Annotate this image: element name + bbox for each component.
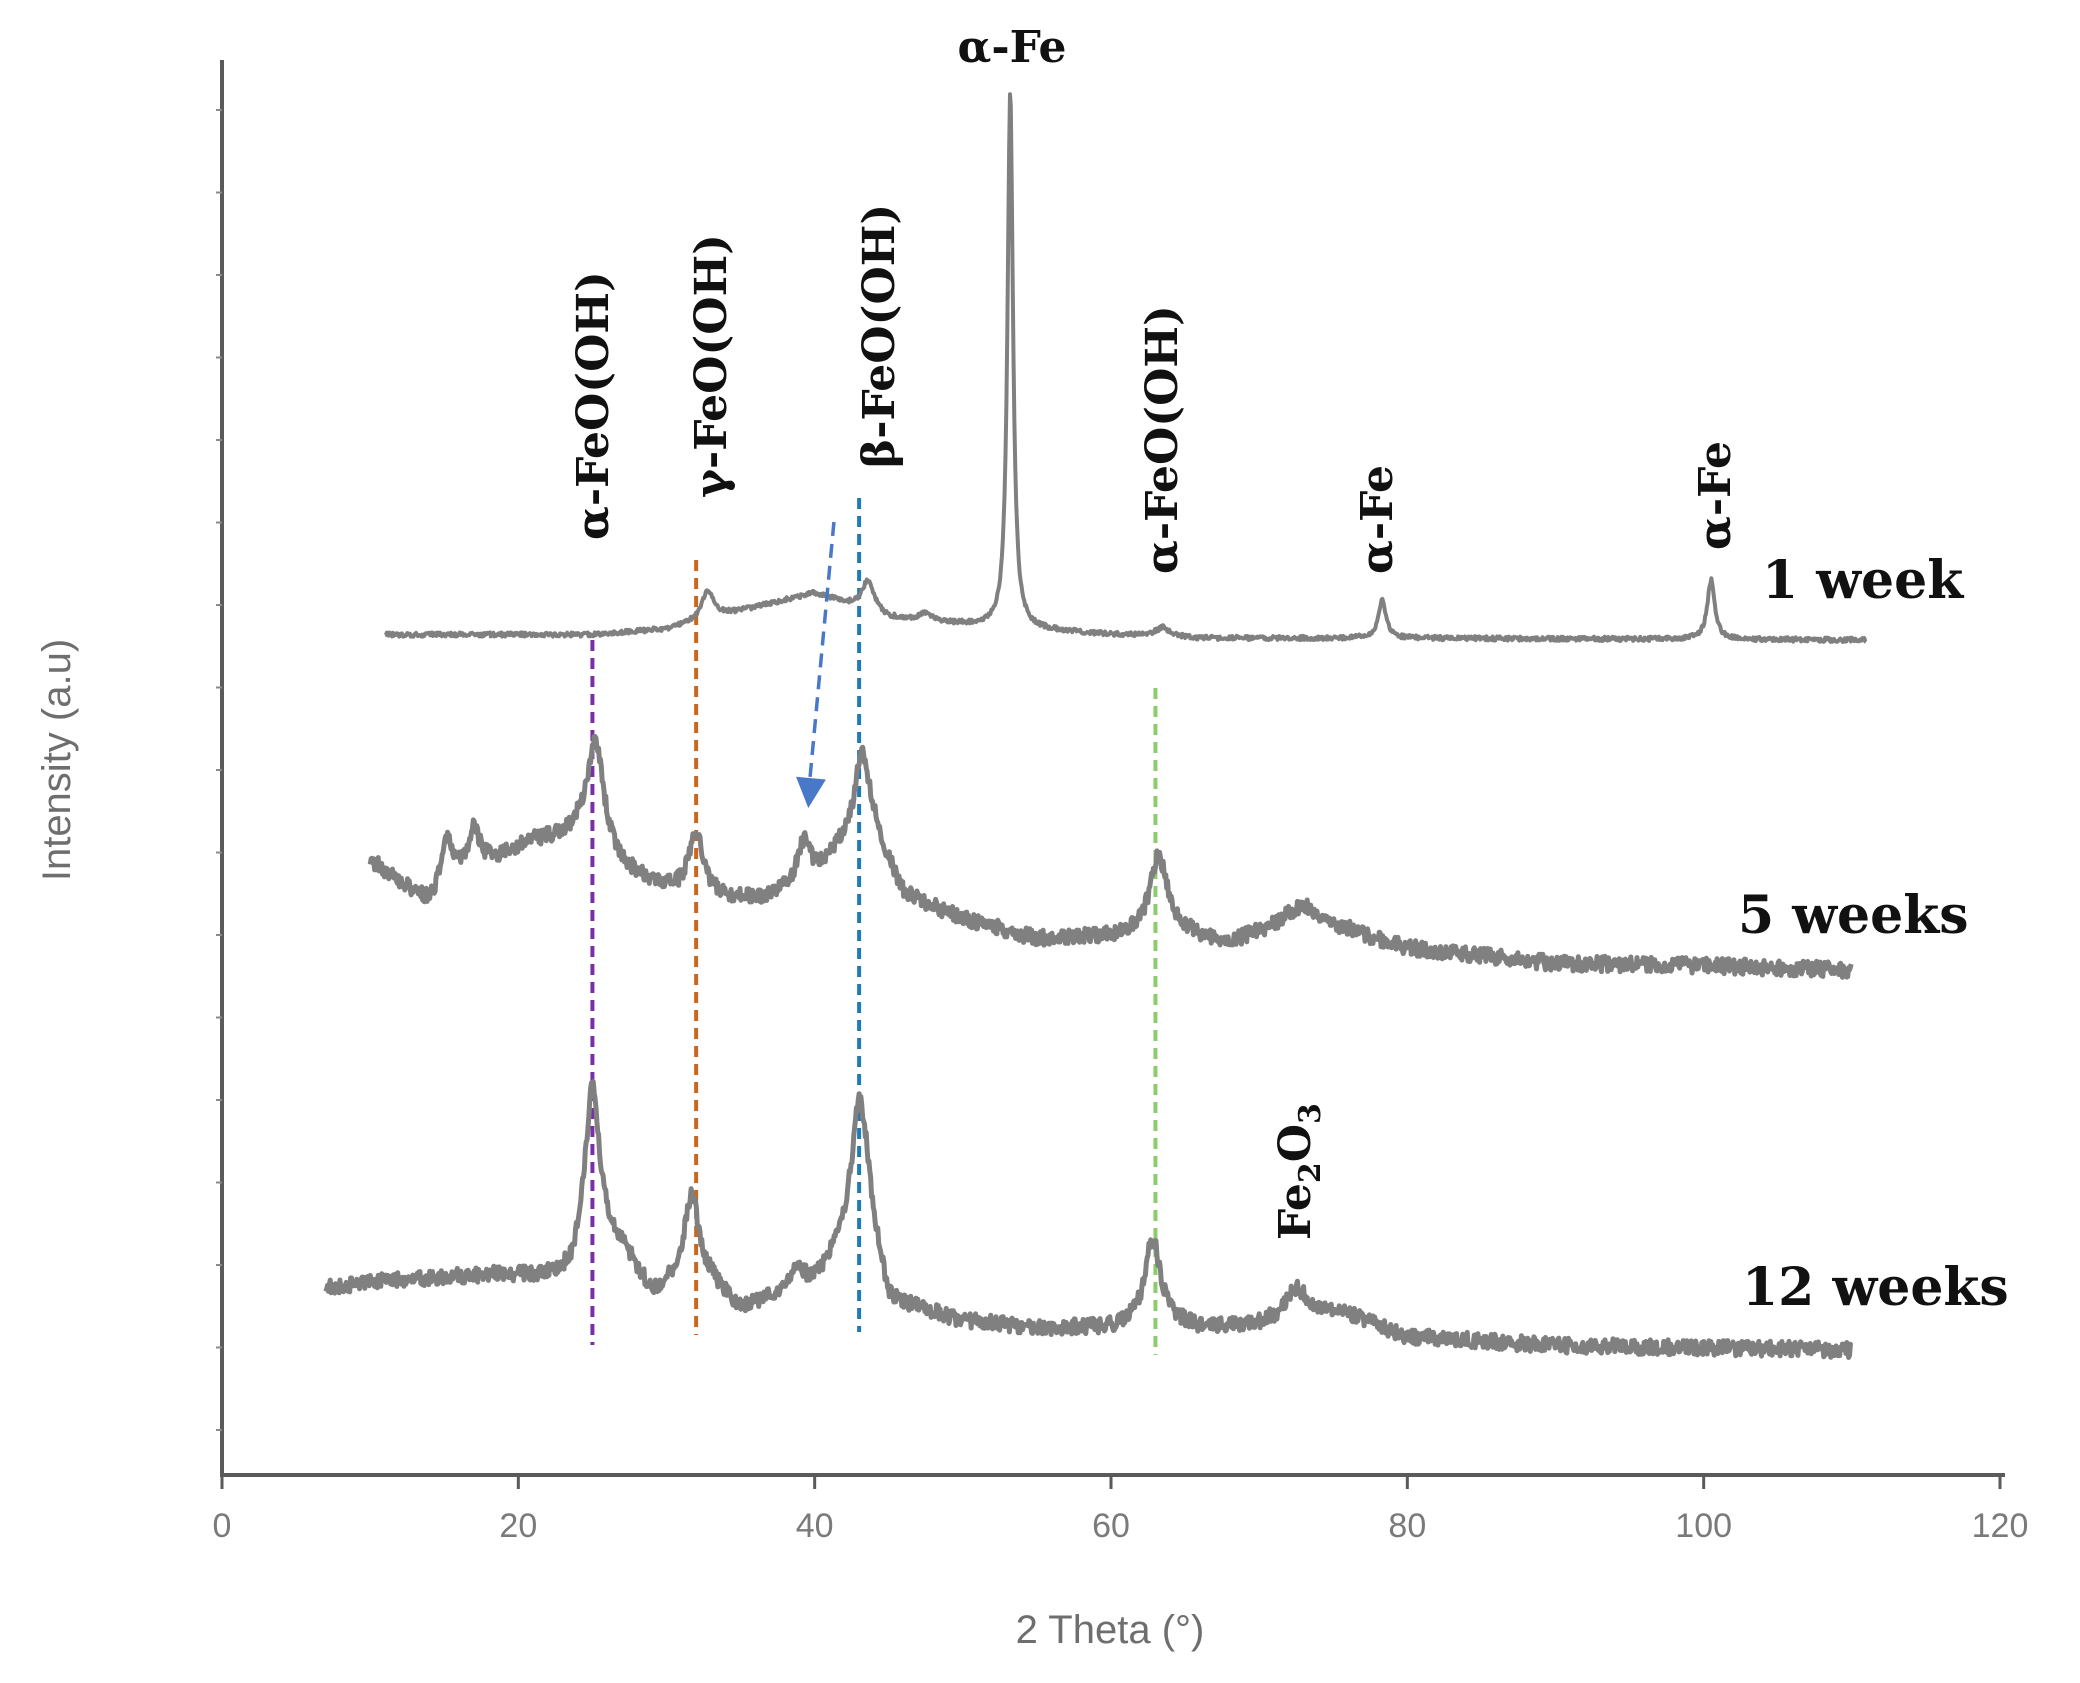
x-tick-label-0: 0	[213, 1507, 232, 1545]
peak-label-gamma-feooh: γ-FeO(OH)	[686, 234, 737, 498]
x-tick-label-40: 40	[796, 1507, 834, 1545]
x-tick-label-60: 60	[1092, 1507, 1130, 1545]
y-axis-title: Intensity (a.u)	[35, 639, 79, 881]
peak-label-fe2o3: Fe2O3	[1270, 1103, 1328, 1240]
y-ticks	[216, 109, 222, 1431]
x-tick-label-120: 120	[1972, 1507, 2029, 1545]
peak-label-alpha-fe-main: α-Fe	[958, 22, 1067, 73]
x-axis-title: 2 Theta (°)	[1016, 1608, 1205, 1652]
arrow-head	[796, 776, 826, 808]
peak-label-alpha-fe-100: α-Fe	[1690, 441, 1741, 550]
series-trace-1-week	[383, 92, 1868, 644]
x-tick-label-80: 80	[1388, 1507, 1426, 1545]
peak-label-beta-feooh: β-FeO(OH)	[854, 204, 905, 468]
x-tick-label-20: 20	[499, 1507, 537, 1545]
peak-label-alpha-fe-78: α-Fe	[1352, 465, 1403, 574]
arrow-shaft	[806, 521, 836, 797]
arrow-layer	[796, 521, 836, 808]
series-trace-12-weeks	[323, 1079, 1854, 1360]
axes: 0 20 40 60 80 100 120	[213, 60, 2029, 1545]
x-ticks: 0 20 40 60 80 100 120	[213, 1475, 2029, 1545]
series-label-1-week: 1 week	[1762, 550, 1964, 611]
peak-label-alpha-feooh-25: α-FeO(OH)	[568, 271, 619, 540]
series-trace-5-weeks	[367, 733, 1854, 980]
series-label-5-weeks: 5 weeks	[1738, 885, 1969, 946]
series-layer	[323, 92, 1868, 1360]
series-label-12-weeks: 12 weeks	[1742, 1257, 2009, 1318]
x-tick-label-100: 100	[1675, 1507, 1732, 1545]
peak-label-alpha-feooh-63: α-FeO(OH)	[1137, 305, 1188, 574]
